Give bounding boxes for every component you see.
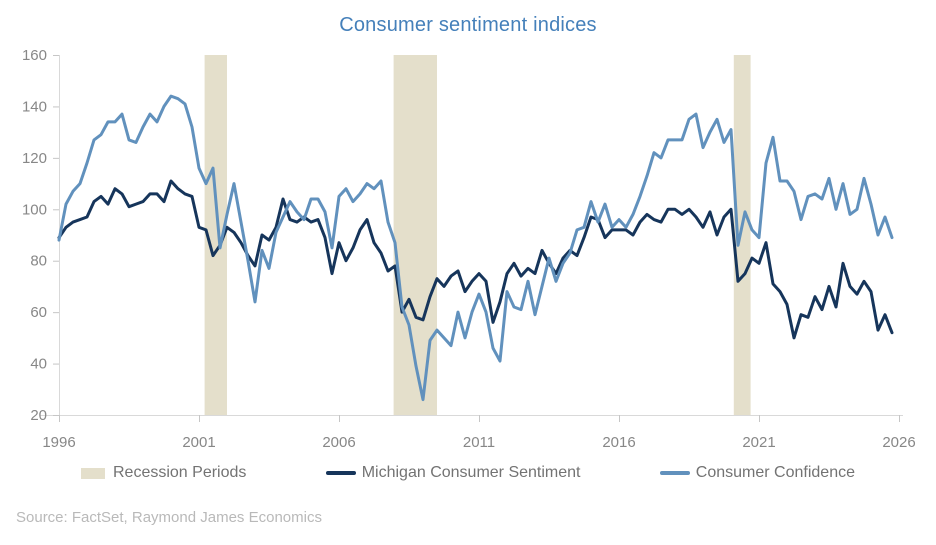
recession-band xyxy=(733,55,751,415)
legend-item-recession: Recession Periods xyxy=(81,464,246,482)
y-tick-label: 20 xyxy=(30,407,47,424)
y-tick-label: 80 xyxy=(30,253,47,270)
y-tick-label: 160 xyxy=(22,47,47,64)
y-tick-label: 120 xyxy=(22,150,47,167)
y-tick-label: 100 xyxy=(22,201,47,218)
legend: Recession Periods Michigan Consumer Sent… xyxy=(0,464,936,482)
x-tick-label: 1996 xyxy=(42,434,75,451)
legend-label-confidence: Consumer Confidence xyxy=(695,464,855,481)
y-tick-label: 140 xyxy=(22,98,47,115)
x-tick-label: 2016 xyxy=(602,434,635,451)
x-tick-label: 2021 xyxy=(742,434,775,451)
michigan-line-swatch-icon xyxy=(325,471,356,475)
recession-band-swatch-icon xyxy=(81,467,105,479)
source-note: Source: FactSet, Raymond James Economics xyxy=(16,509,322,526)
legend-item-confidence: Consumer Confidence xyxy=(659,464,855,482)
legend-label-michigan: Michigan Consumer Sentiment xyxy=(361,464,581,481)
x-tick-label: 2001 xyxy=(182,434,215,451)
x-tick-label: 2006 xyxy=(322,434,355,451)
recession-band xyxy=(204,55,227,415)
x-tick-label: 2026 xyxy=(882,434,915,451)
y-tick-label: 40 xyxy=(30,356,47,373)
y-tick-label: 60 xyxy=(30,304,47,321)
chart-title: Consumer sentiment indices xyxy=(339,14,597,36)
confidence-line-swatch-icon xyxy=(659,471,690,475)
legend-item-michigan: Michigan Consumer Sentiment xyxy=(325,464,581,482)
x-tick-label: 2011 xyxy=(463,434,495,451)
sentiment-chart: 20 40 60 80 100 120 140 160 1996 2001 2006 2011 2016… xyxy=(22,47,916,451)
legend-label-recession: Recession Periods xyxy=(113,464,247,481)
consumer-confidence-line xyxy=(57,94,894,402)
michigan-sentiment-line xyxy=(57,179,894,340)
